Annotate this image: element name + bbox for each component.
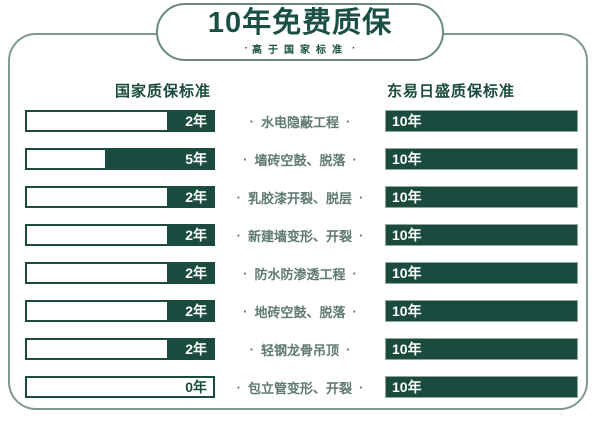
national-warranty-bar: 0年 bbox=[25, 376, 215, 398]
national-warranty-years: 2年 bbox=[185, 303, 207, 319]
warranty-row: 2年 · 轻钢龙骨吊顶 · 10年 bbox=[25, 338, 578, 360]
national-warranty-years: 2年 bbox=[185, 227, 207, 243]
company-warranty-bar: 10年 bbox=[385, 148, 578, 170]
column-header-national: 国家质保标准 bbox=[114, 83, 211, 100]
bullet-icon: · bbox=[249, 341, 254, 357]
national-warranty-bar-fill bbox=[166, 112, 213, 130]
warranty-item-label: · 地砖空鼓、脱落 · bbox=[215, 302, 385, 321]
national-warranty-bar-fill bbox=[166, 226, 213, 244]
warranty-row: 0年 · 包立管变形、开裂 · 10年 bbox=[25, 376, 578, 398]
warranty-item-text: 地砖空鼓、脱落 bbox=[254, 304, 346, 320]
national-warranty-years: 0年 bbox=[185, 379, 207, 395]
warranty-item-text: 新建墙变形、开裂 bbox=[247, 228, 352, 244]
company-warranty-years: 10年 bbox=[392, 227, 422, 243]
national-warranty-bar-fill bbox=[166, 188, 213, 206]
page-title: 10年免费质保 bbox=[207, 7, 393, 40]
page-subtitle-text: 高于国家标准 bbox=[252, 44, 348, 56]
warranty-item-text: 墙砖空鼓、脱落 bbox=[254, 152, 346, 168]
warranty-row: 5年 · 墙砖空鼓、脱落 · 10年 bbox=[25, 148, 578, 170]
bullet-icon: · bbox=[352, 42, 356, 54]
company-warranty-bar: 10年 bbox=[385, 110, 578, 132]
company-warranty-years: 10年 bbox=[392, 303, 422, 319]
bullet-icon: · bbox=[243, 265, 248, 281]
warranty-item-text: 乳胶漆开裂、脱层 bbox=[247, 190, 352, 206]
national-warranty-bar-fill bbox=[166, 302, 213, 320]
warranty-row: 2年 · 防水防渗透工程 · 10年 bbox=[25, 262, 578, 284]
bullet-icon: · bbox=[236, 227, 241, 243]
bullet-icon: · bbox=[352, 265, 357, 281]
bullet-icon: · bbox=[359, 227, 364, 243]
warranty-item-label: · 包立管变形、开裂 · bbox=[215, 378, 385, 397]
national-warranty-years: 5年 bbox=[185, 151, 207, 167]
bullet-icon: · bbox=[359, 379, 364, 395]
bullet-icon: · bbox=[244, 42, 248, 54]
column-header-company: 东易日盛质保标准 bbox=[387, 83, 516, 100]
company-warranty-years: 10年 bbox=[392, 379, 422, 395]
warranty-row: 2年 · 水电隐蔽工程 · 10年 bbox=[25, 110, 578, 132]
warranty-item-label: · 轻钢龙骨吊顶 · bbox=[215, 340, 385, 359]
bullet-icon: · bbox=[346, 113, 351, 129]
company-warranty-bar: 10年 bbox=[385, 224, 578, 246]
bullet-icon: · bbox=[243, 303, 248, 319]
company-warranty-bar: 10年 bbox=[385, 186, 578, 208]
warranty-item-text: 包立管变形、开裂 bbox=[247, 380, 352, 396]
comparison-rows: 2年 · 水电隐蔽工程 · 10年 5年 · 墙砖空鼓、脱落 · 10年 2年 · 乳胶漆开裂、脱层 · 1… bbox=[25, 110, 578, 414]
company-warranty-bar: 10年 bbox=[385, 262, 578, 284]
bullet-icon: · bbox=[352, 151, 357, 167]
national-warranty-bar: 2年 bbox=[25, 262, 215, 284]
company-warranty-years: 10年 bbox=[392, 189, 422, 205]
company-warranty-bar: 10年 bbox=[385, 338, 578, 360]
page-subtitle: · 高于国家标准 · bbox=[241, 41, 360, 56]
warranty-row: 2年 · 乳胶漆开裂、脱层 · 10年 bbox=[25, 186, 578, 208]
warranty-item-label: · 新建墙变形、开裂 · bbox=[215, 226, 385, 245]
bullet-icon: · bbox=[236, 379, 241, 395]
warranty-row: 2年 · 新建墙变形、开裂 · 10年 bbox=[25, 224, 578, 246]
header-pill: 10年免费质保 · 高于国家标准 · bbox=[156, 3, 444, 61]
national-warranty-bar: 5年 bbox=[25, 148, 215, 170]
national-warranty-bar: 2年 bbox=[25, 224, 215, 246]
warranty-item-label: · 水电隐蔽工程 · bbox=[215, 112, 385, 131]
national-warranty-years: 2年 bbox=[185, 341, 207, 357]
warranty-item-label: · 防水防渗透工程 · bbox=[215, 264, 385, 283]
national-warranty-bar-fill bbox=[166, 340, 213, 358]
national-warranty-years: 2年 bbox=[185, 113, 207, 129]
bullet-icon: · bbox=[346, 341, 351, 357]
company-warranty-years: 10年 bbox=[392, 113, 422, 129]
company-warranty-years: 10年 bbox=[392, 265, 422, 281]
national-warranty-bar: 2年 bbox=[25, 338, 215, 360]
warranty-item-text: 水电隐蔽工程 bbox=[260, 114, 339, 130]
bullet-icon: · bbox=[359, 189, 364, 205]
bullet-icon: · bbox=[249, 113, 254, 129]
national-warranty-bar: 2年 bbox=[25, 186, 215, 208]
bullet-icon: · bbox=[243, 151, 248, 167]
bullet-icon: · bbox=[352, 303, 357, 319]
national-warranty-bar: 2年 bbox=[25, 110, 215, 132]
company-warranty-bar: 10年 bbox=[385, 376, 578, 398]
warranty-item-text: 轻钢龙骨吊顶 bbox=[260, 342, 339, 358]
national-warranty-bar: 2年 bbox=[25, 300, 215, 322]
company-warranty-bar: 10年 bbox=[385, 300, 578, 322]
warranty-item-label: · 乳胶漆开裂、脱层 · bbox=[215, 188, 385, 207]
warranty-item-label: · 墙砖空鼓、脱落 · bbox=[215, 150, 385, 169]
national-warranty-years: 2年 bbox=[185, 189, 207, 205]
warranty-row: 2年 · 地砖空鼓、脱落 · 10年 bbox=[25, 300, 578, 322]
national-warranty-years: 2年 bbox=[185, 265, 207, 281]
company-warranty-years: 10年 bbox=[392, 151, 422, 167]
company-warranty-years: 10年 bbox=[392, 341, 422, 357]
national-warranty-bar-fill bbox=[105, 150, 213, 168]
warranty-item-text: 防水防渗透工程 bbox=[254, 266, 346, 282]
national-warranty-bar-fill bbox=[166, 264, 213, 282]
bullet-icon: · bbox=[236, 189, 241, 205]
